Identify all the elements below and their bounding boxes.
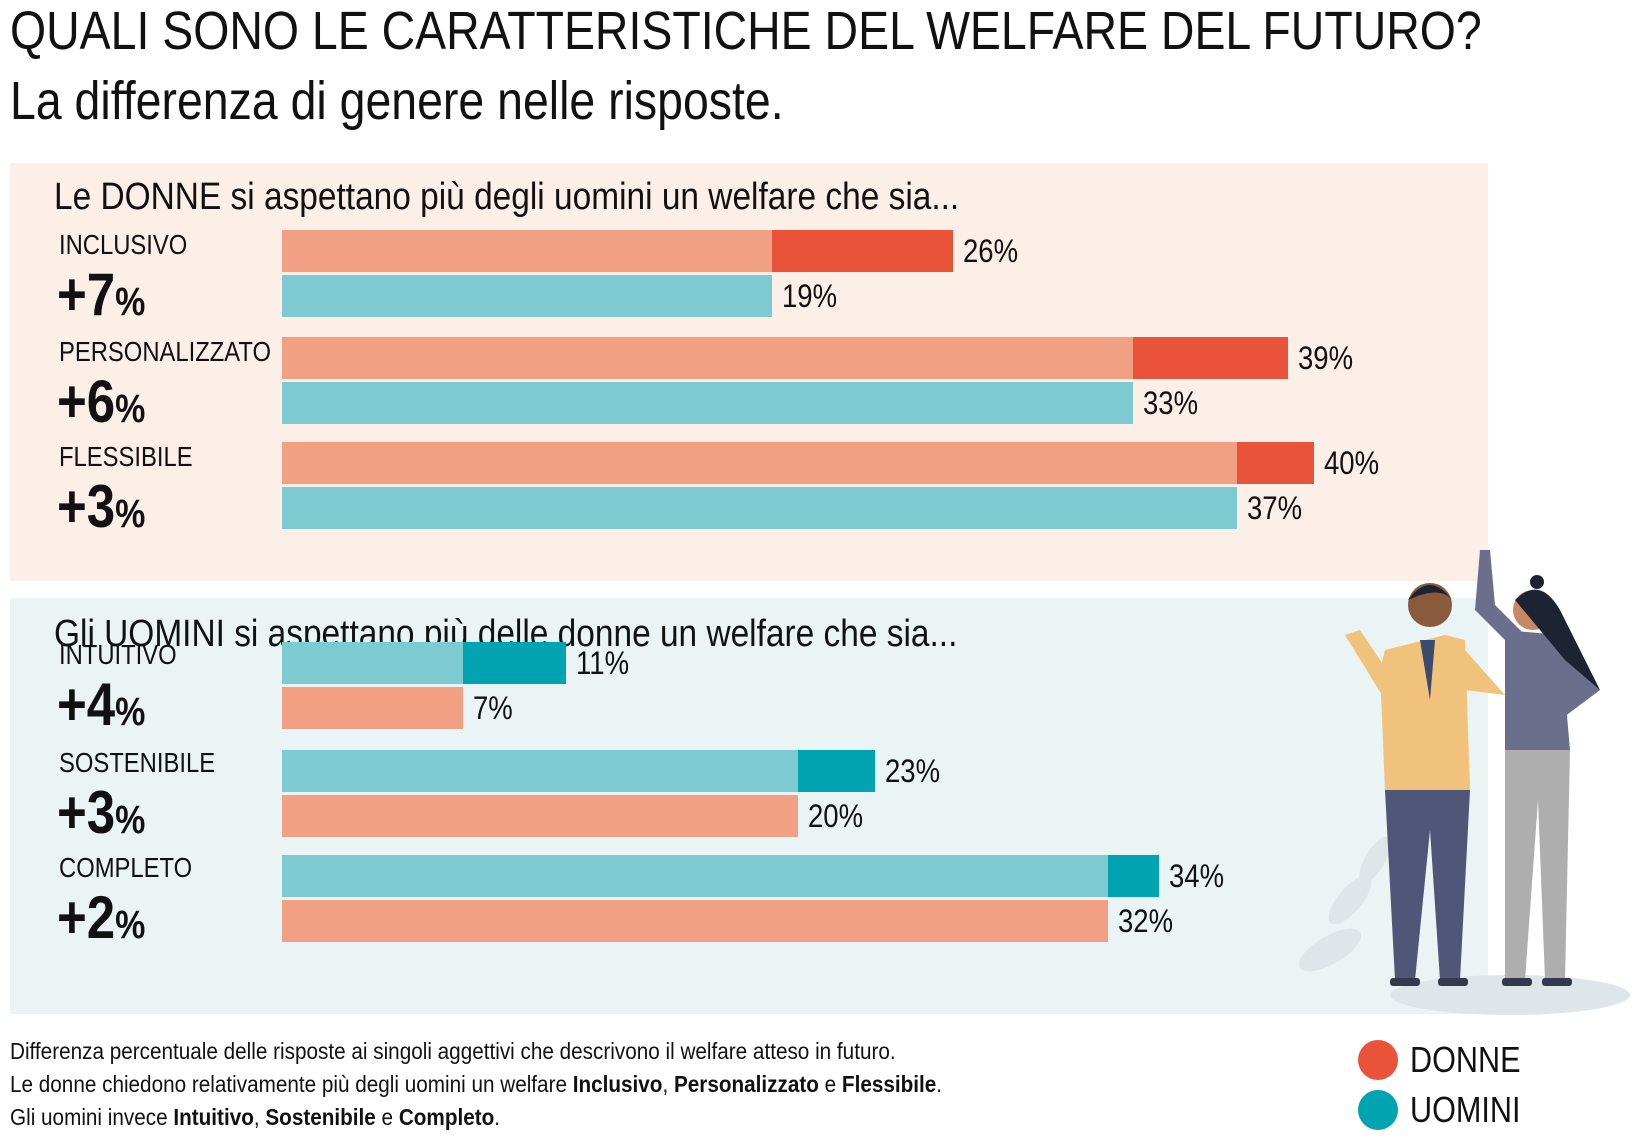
data-label-donne: 7% <box>472 690 513 726</box>
data-label-uomini: 11% <box>575 645 629 681</box>
footnote-text: . <box>494 1104 501 1130</box>
bar-donne-completo <box>282 900 1108 942</box>
footnote-text: Gli uomini invece <box>10 1104 174 1130</box>
category-difference: +2% <box>57 888 145 948</box>
footnote-keyword: Flessibile <box>841 1071 937 1097</box>
percent-sign: % <box>115 492 146 536</box>
percent-sign: % <box>115 798 146 842</box>
women-panel: Le DONNE si aspettano più degli uomini u… <box>10 163 1488 581</box>
footnote-text: Le donne chiedono relativamente più degl… <box>10 1071 573 1097</box>
data-label-uomini: 19% <box>782 278 838 314</box>
bar-base-segment <box>282 642 463 684</box>
legend-label-donne: DONNE <box>1410 1039 1521 1080</box>
percent-sign: % <box>115 387 146 431</box>
data-label-donne: 26% <box>962 233 1018 269</box>
category-label: PERSONALIZZATO <box>59 336 272 367</box>
footnote-keyword: Sostenibile <box>265 1104 376 1130</box>
category-label: COMPLETO <box>59 852 193 883</box>
data-label-donne: 20% <box>808 798 864 834</box>
data-label-donne: 40% <box>1324 445 1380 481</box>
bar-uomini-completo <box>282 855 1160 897</box>
category-label: INTUITIVO <box>59 639 177 670</box>
legend-label-uomini: UOMINI <box>1410 1089 1521 1130</box>
category-label: FLESSIBILE <box>59 441 193 472</box>
bar-base-segment <box>282 750 798 792</box>
page-subtitle: La differenza di genere nelle risposte. <box>10 71 784 131</box>
category-difference: +4% <box>57 675 145 735</box>
footnote-keyword: Inclusivo <box>572 1071 663 1097</box>
page-title: QUALI SONO LE CARATTERISTICHE DEL WELFAR… <box>10 1 1482 61</box>
category-difference: +3% <box>57 477 145 537</box>
footnote-text: e <box>375 1104 399 1130</box>
bar-base-segment <box>282 230 773 272</box>
percent-sign: % <box>115 280 146 324</box>
legend-dot-donne-icon <box>1358 1040 1398 1080</box>
category-difference: +6% <box>57 372 145 432</box>
bar-difference-segment <box>1107 855 1160 897</box>
footnote-line-2: Le donne chiedono relativamente più degl… <box>10 1068 942 1101</box>
footnote: Differenza percentuale delle risposte ai… <box>10 1035 1046 1134</box>
data-label-donne: 39% <box>1298 340 1354 376</box>
bar-donne-inclusivo <box>282 230 953 272</box>
bar-uomini-intuitivo <box>282 642 566 684</box>
data-label-uomini: 34% <box>1169 858 1225 894</box>
data-label-uomini: 37% <box>1246 490 1302 526</box>
data-label-uomini: 33% <box>1143 385 1199 421</box>
footnote-line-1: Differenza percentuale delle risposte ai… <box>10 1038 896 1064</box>
footnote-keyword: Completo <box>398 1104 495 1130</box>
bar-difference-segment <box>1236 442 1314 484</box>
women-panel-heading: Le DONNE si aspettano più degli uomini u… <box>54 176 960 218</box>
category-label: SOSTENIBILE <box>59 747 216 778</box>
difference-value: +3% <box>57 779 146 846</box>
men-panel: Gli UOMINI si aspettano più delle donne … <box>10 598 1488 1014</box>
bar-difference-segment <box>1133 337 1289 379</box>
category-difference: +3% <box>57 783 145 843</box>
footnote-line-3: Gli uomini invece Intuitivo, Sostenibile… <box>10 1101 942 1134</box>
footnote-text: , <box>662 1071 674 1097</box>
bar-base-segment <box>282 855 1108 897</box>
difference-value: +6% <box>57 368 146 435</box>
footnote-keyword: Personalizzato <box>673 1071 819 1097</box>
people-illustration-icon <box>1298 550 1630 1015</box>
bar-donne-personalizzato <box>282 337 1289 379</box>
difference-value: +4% <box>57 671 146 738</box>
category-difference: +7% <box>57 265 145 325</box>
legend-dot-uomini-icon <box>1358 1090 1398 1130</box>
difference-value: +3% <box>57 473 146 540</box>
difference-value: +2% <box>57 884 146 951</box>
category-label: INCLUSIVO <box>59 229 188 260</box>
bar-uomini-flessibile <box>282 487 1237 529</box>
footnote-text: , <box>253 1104 266 1130</box>
bar-donne-sostenibile <box>282 795 798 837</box>
bar-uomini-inclusivo <box>282 275 773 317</box>
bar-difference-segment <box>798 750 876 792</box>
bar-donne-flessibile <box>282 442 1314 484</box>
footnote-text: e <box>818 1071 842 1097</box>
data-label-uomini: 23% <box>885 753 941 789</box>
bar-base-segment <box>282 337 1134 379</box>
bar-base-segment <box>282 442 1237 484</box>
bar-uomini-sostenibile <box>282 750 876 792</box>
bar-difference-segment <box>462 642 566 684</box>
bar-uomini-personalizzato <box>282 382 1134 424</box>
man-figure-icon <box>1345 583 1505 986</box>
data-label-donne: 32% <box>1117 903 1173 939</box>
percent-sign: % <box>115 690 146 734</box>
bar-donne-intuitivo <box>282 687 463 729</box>
footnote-text: . <box>936 1071 943 1097</box>
bar-difference-segment <box>772 230 953 272</box>
difference-value: +7% <box>57 261 146 328</box>
woman-figure-icon <box>1475 550 1600 986</box>
footnote-keyword: Intuitivo <box>173 1104 254 1130</box>
percent-sign: % <box>115 903 146 947</box>
